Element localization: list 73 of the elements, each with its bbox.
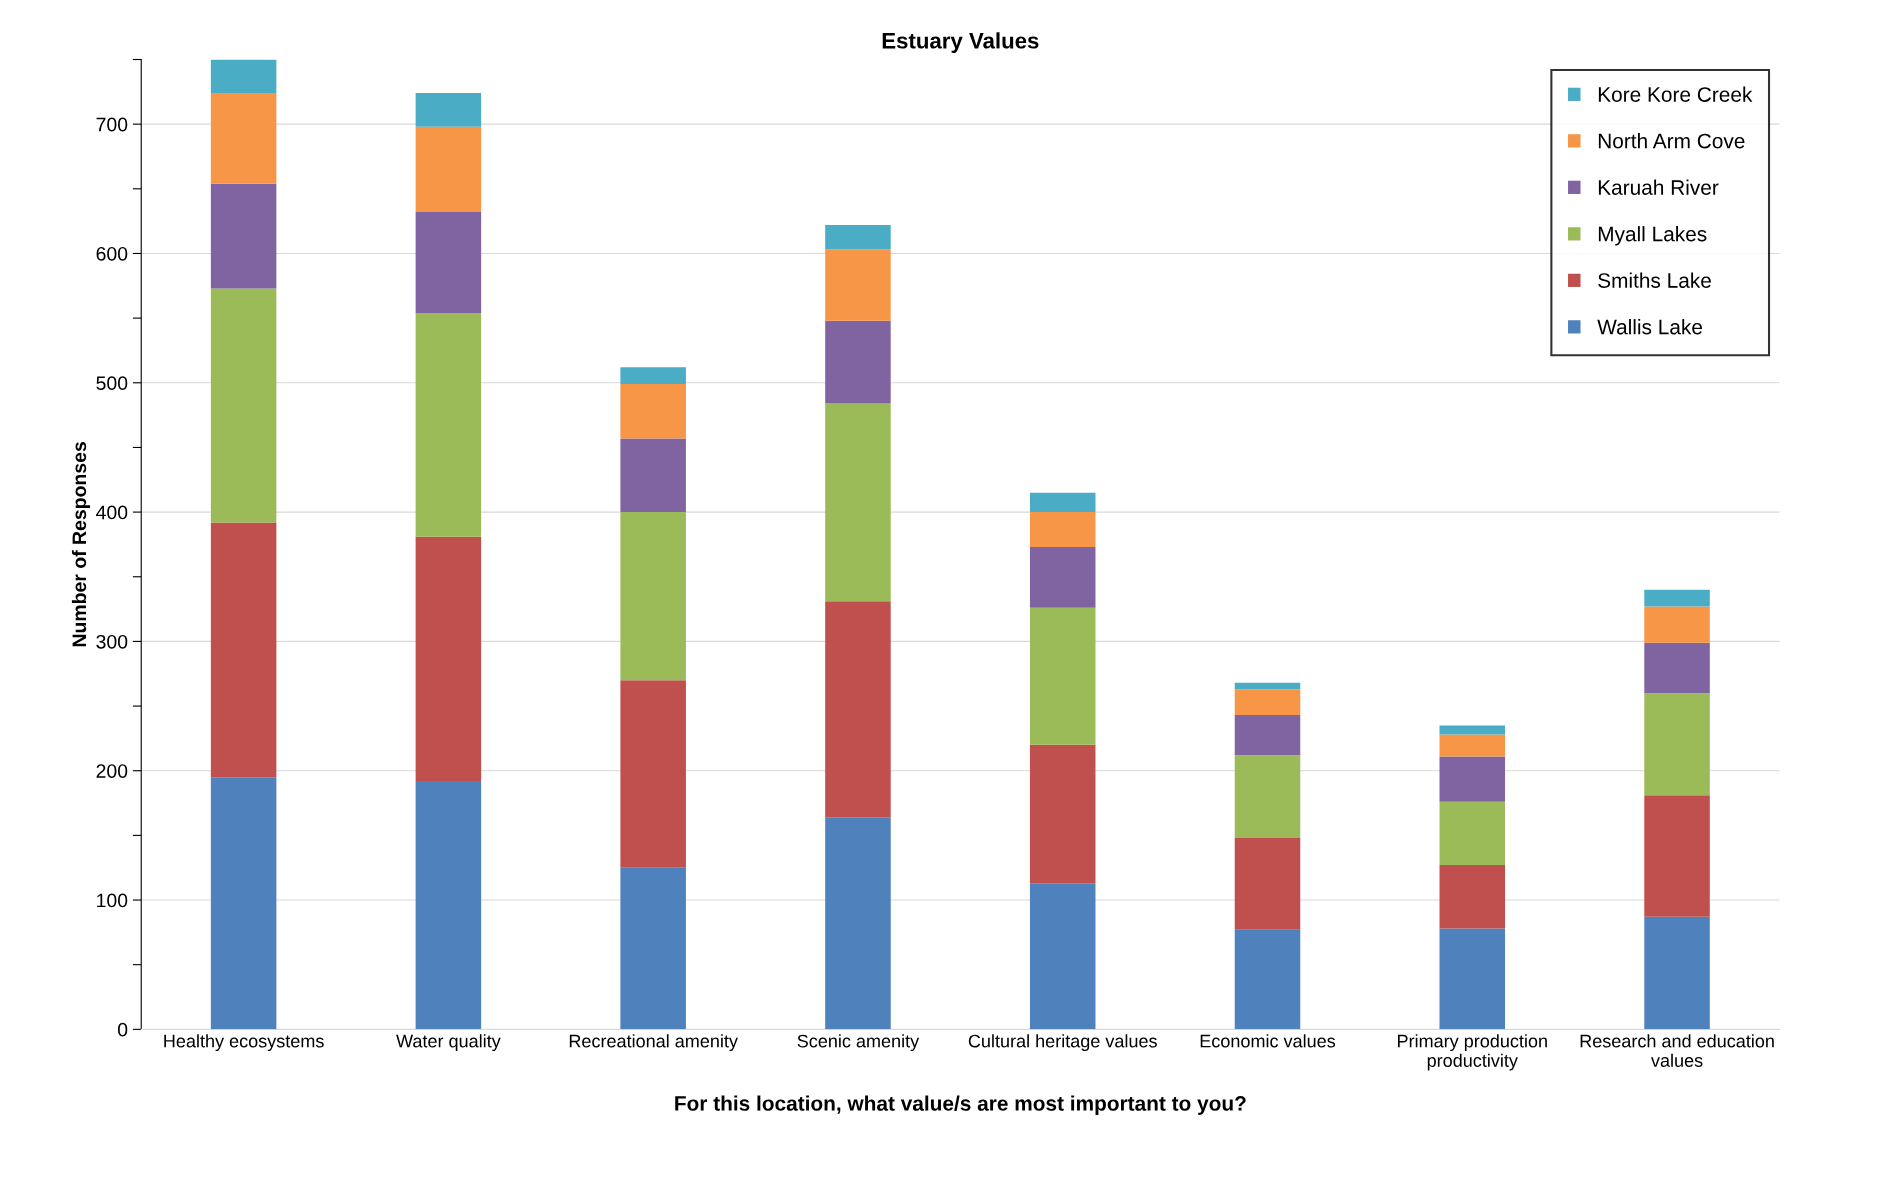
- x-tick-label: Primary production productivity: [1397, 1034, 1547, 1071]
- y-tick-label: 400: [96, 505, 128, 520]
- bar: [1439, 865, 1506, 929]
- bar: [1644, 642, 1710, 694]
- bar: [1644, 916, 1710, 1030]
- bar: [1234, 689, 1301, 716]
- x-tick-label: Scenic amenity: [797, 1034, 920, 1052]
- y-tick-label: 0: [117, 1022, 128, 1037]
- bar: [620, 680, 686, 868]
- legend-label: Wallis Lake: [1597, 319, 1703, 335]
- bar: [1644, 693, 1710, 796]
- bar: [620, 438, 686, 513]
- bar: [1644, 795, 1710, 917]
- bar: [620, 867, 686, 1030]
- chart-title: Estuary Values: [882, 32, 1039, 53]
- bar: [210, 288, 277, 523]
- bar: [825, 403, 891, 602]
- bar: [1029, 492, 1096, 513]
- bar: [1029, 547, 1096, 608]
- bar: [1234, 755, 1301, 838]
- legend-label: Smiths Lake: [1598, 272, 1711, 288]
- y-tick-label: 600: [96, 246, 128, 261]
- bar: [1439, 801, 1506, 866]
- x-tick-label: Recreational amenity: [569, 1034, 738, 1052]
- bar: [415, 126, 482, 213]
- bar: [415, 93, 482, 127]
- bar: [1234, 837, 1301, 930]
- bar: [1439, 725, 1506, 735]
- bar: [1234, 929, 1301, 1030]
- bar: [620, 367, 686, 385]
- bar: [415, 212, 482, 313]
- bar: [1234, 682, 1301, 690]
- y-axis-title: Number of Responses: [71, 442, 91, 647]
- y-tick-label: 300: [96, 634, 128, 649]
- bar: [210, 522, 277, 778]
- y-tick-label: 700: [96, 117, 128, 132]
- bar: [620, 512, 686, 681]
- legend-label: North Arm Cove: [1598, 133, 1745, 149]
- bar: [1439, 756, 1506, 802]
- x-tick-label: Healthy ecosystems: [164, 1034, 324, 1052]
- bar: [1644, 589, 1710, 607]
- bar: [1234, 715, 1301, 756]
- bar: [1439, 734, 1506, 757]
- bar: [415, 781, 482, 1030]
- x-tick-label: Economic values: [1200, 1034, 1336, 1048]
- bar: [1029, 744, 1096, 884]
- bar: [415, 312, 482, 537]
- bar: [825, 601, 891, 818]
- y-tick-label: 100: [97, 893, 128, 908]
- legend-label: Kore Kore Creek: [1598, 86, 1753, 102]
- bar: [210, 59, 277, 94]
- bar: [210, 183, 277, 289]
- bar: [1029, 607, 1096, 745]
- x-tick-label: Cultural heritage values: [968, 1034, 1157, 1052]
- x-axis-title: For this location, what value/s are most important to you?: [675, 1095, 1246, 1115]
- bar: [210, 777, 277, 1030]
- y-tick-label: 200: [96, 764, 128, 778]
- legend-label: Myall Lakes: [1598, 226, 1707, 246]
- bar: [620, 384, 686, 439]
- x-tick-label: Water quality: [396, 1034, 501, 1052]
- bar: [825, 817, 891, 1030]
- x-tick-label: Research and education values: [1580, 1034, 1774, 1067]
- bar: [1644, 606, 1710, 643]
- bar: [1029, 883, 1096, 1030]
- bar: [825, 249, 891, 321]
- y-tick-label: 500: [96, 376, 128, 391]
- legend-label: Karuah River: [1598, 179, 1719, 195]
- bar: [825, 320, 891, 404]
- bar: [1029, 512, 1096, 548]
- bar: [1439, 928, 1506, 1030]
- bar: [210, 93, 277, 184]
- bar: [825, 225, 891, 250]
- bar: [415, 536, 482, 782]
